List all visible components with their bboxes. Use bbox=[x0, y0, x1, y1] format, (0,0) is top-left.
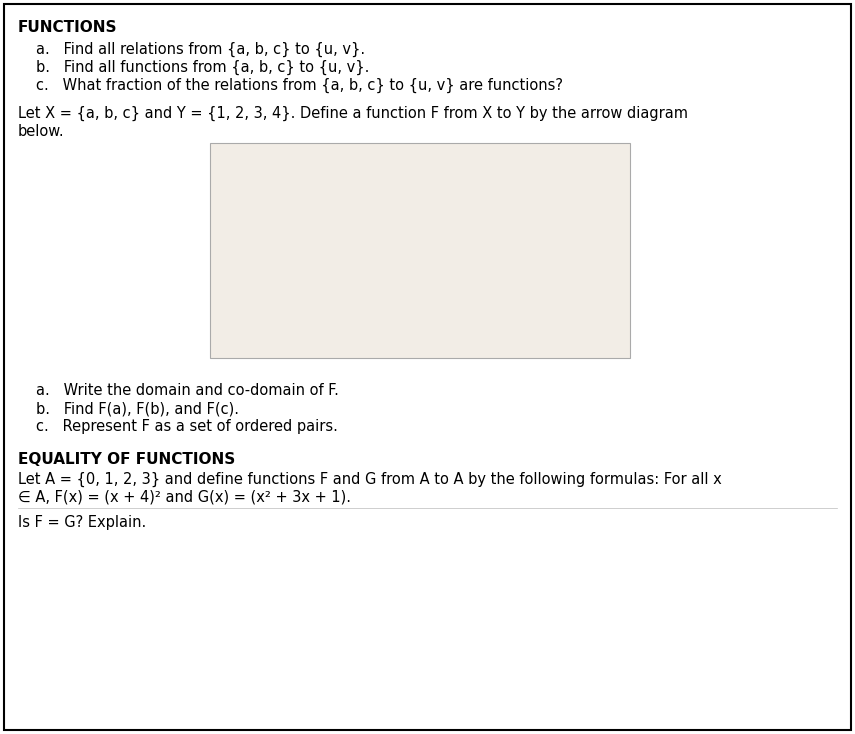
Text: 4: 4 bbox=[535, 285, 545, 300]
Text: FUNCTIONS: FUNCTIONS bbox=[18, 20, 117, 35]
Text: a.   Write the domain and co-domain of F.: a. Write the domain and co-domain of F. bbox=[36, 383, 339, 398]
Text: below.: below. bbox=[18, 124, 65, 139]
Text: a: a bbox=[280, 207, 289, 222]
Text: f: f bbox=[378, 153, 383, 168]
Text: Is F = G? Explain.: Is F = G? Explain. bbox=[18, 515, 146, 530]
Text: c.   Represent F as a set of ordered pairs.: c. Represent F as a set of ordered pairs… bbox=[36, 419, 338, 434]
Ellipse shape bbox=[244, 197, 320, 307]
Text: b: b bbox=[280, 243, 289, 258]
Text: 1: 1 bbox=[535, 207, 545, 222]
Text: c: c bbox=[280, 279, 288, 294]
Text: ∈ A, F(x) = (x + 4)² and G(x) = (x² + 3x + 1).: ∈ A, F(x) = (x + 4)² and G(x) = (x² + 3x… bbox=[18, 490, 351, 505]
Text: a.   Find all relations from {a, b, c} to {u, v}.: a. Find all relations from {a, b, c} to … bbox=[36, 42, 365, 57]
Text: EQUALITY OF FUNCTIONS: EQUALITY OF FUNCTIONS bbox=[18, 452, 235, 467]
Text: c.   What fraction of the relations from {a, b, c} to {u, v} are functions?: c. What fraction of the relations from {… bbox=[36, 78, 563, 93]
Text: Let A = {0, 1, 2, 3} and define functions F and G from A to A by the following f: Let A = {0, 1, 2, 3} and define function… bbox=[18, 472, 722, 487]
Text: X: X bbox=[252, 153, 262, 168]
Ellipse shape bbox=[518, 197, 590, 307]
Text: 2: 2 bbox=[535, 233, 545, 248]
Text: Y: Y bbox=[558, 153, 568, 168]
Text: b.   Find F(a), F(b), and F(c).: b. Find F(a), F(b), and F(c). bbox=[36, 401, 239, 416]
Text: b.   Find all functions from {a, b, c} to {u, v}.: b. Find all functions from {a, b, c} to … bbox=[36, 60, 369, 75]
Text: Let X = {a, b, c} and Y = {1, 2, 3, 4}. Define a function F from X to Y by the a: Let X = {a, b, c} and Y = {1, 2, 3, 4}. … bbox=[18, 106, 688, 121]
Text: 3: 3 bbox=[535, 259, 544, 274]
